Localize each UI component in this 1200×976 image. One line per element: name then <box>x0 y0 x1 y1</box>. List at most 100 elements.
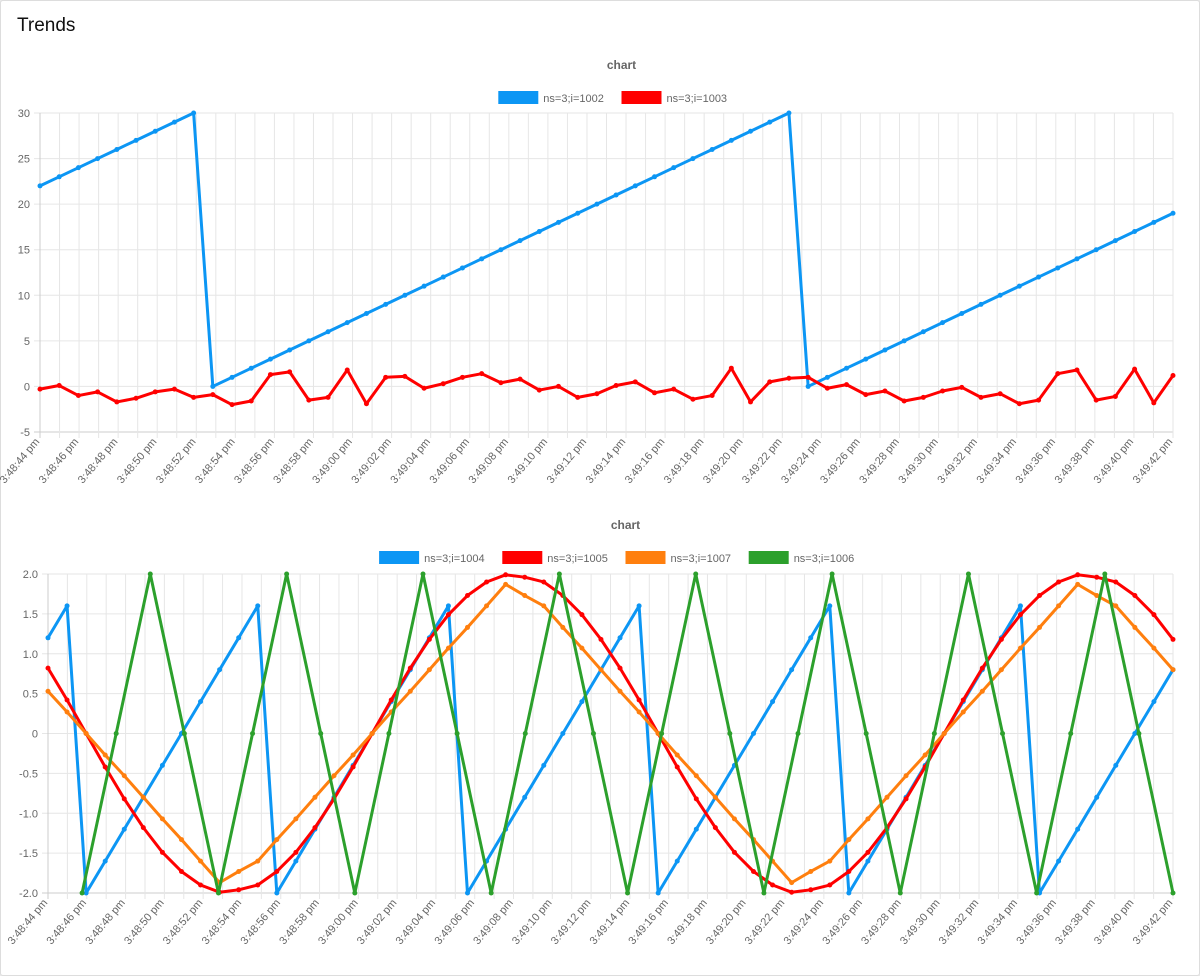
data-point <box>140 794 146 800</box>
data-point <box>1113 762 1119 768</box>
data-point <box>897 890 903 896</box>
data-point <box>709 393 715 399</box>
data-point <box>479 371 485 377</box>
data-point <box>284 571 290 577</box>
legend-swatch <box>498 91 539 104</box>
data-point <box>1170 636 1176 642</box>
data-point <box>998 667 1004 673</box>
data-point <box>808 635 814 641</box>
data-point <box>102 764 108 770</box>
data-point <box>56 174 62 180</box>
data-point <box>488 890 494 896</box>
data-point <box>1113 579 1119 585</box>
y-tick-label: -1.0 <box>19 808 38 820</box>
data-point <box>464 624 470 630</box>
data-point <box>940 320 946 326</box>
data-point <box>998 636 1004 642</box>
data-point <box>484 579 490 585</box>
data-point <box>659 731 665 736</box>
y-tick-label: -1.5 <box>19 848 38 860</box>
data-point <box>121 773 127 779</box>
data-point <box>1074 367 1080 373</box>
data-point <box>325 394 331 400</box>
data-point <box>863 731 869 736</box>
data-point <box>178 837 184 843</box>
y-tick-label: 0.5 <box>23 689 38 701</box>
data-point <box>671 386 677 392</box>
data-point <box>95 156 101 162</box>
chart-legend: ns=3;i=1004 ns=3;i=1005 ns=3;i=1007 ns=3;i=… <box>379 551 854 565</box>
data-point <box>426 667 432 673</box>
data-point <box>421 385 427 391</box>
y-tick-label: 25 <box>18 154 30 166</box>
data-point <box>236 635 242 641</box>
data-point <box>556 571 562 577</box>
data-point <box>824 374 830 380</box>
data-point <box>761 890 767 896</box>
data-point <box>79 890 85 896</box>
data-point <box>267 372 273 378</box>
data-point <box>1036 274 1042 280</box>
data-point <box>133 395 139 401</box>
data-point <box>693 773 699 779</box>
y-tick-label: -0.5 <box>19 768 38 780</box>
data-point <box>426 636 432 642</box>
data-point <box>517 238 523 244</box>
data-point <box>64 603 70 609</box>
data-point <box>555 383 561 389</box>
data-point <box>941 731 947 736</box>
data-point <box>522 731 528 736</box>
data-point <box>940 388 946 394</box>
data-point <box>652 174 658 180</box>
data-point <box>64 697 70 703</box>
data-point <box>674 764 680 770</box>
legend-label: ns=3;i=1002 <box>543 93 604 105</box>
data-point <box>420 571 426 577</box>
data-point <box>517 376 523 382</box>
data-point <box>1170 890 1176 896</box>
data-point <box>210 392 216 398</box>
data-point <box>767 379 773 385</box>
data-point <box>770 882 776 888</box>
data-point <box>1151 400 1157 406</box>
data-point <box>655 890 661 896</box>
data-point <box>541 579 547 585</box>
y-tick-label: 5 <box>24 336 30 348</box>
data-point <box>652 390 658 396</box>
y-tick-label: 30 <box>18 108 30 120</box>
data-point <box>114 399 120 405</box>
data-point <box>1017 603 1023 609</box>
data-point <box>617 635 623 641</box>
data-point <box>579 645 585 651</box>
legend-swatch <box>625 551 666 564</box>
data-point <box>229 374 235 380</box>
data-point <box>979 688 985 694</box>
data-point <box>464 890 470 896</box>
series-ns=3;i=1006 <box>79 571 1176 896</box>
data-point <box>728 137 734 143</box>
data-point <box>312 825 318 831</box>
data-point <box>407 688 413 694</box>
series-line <box>46 573 1175 894</box>
data-point <box>594 201 600 207</box>
data-point <box>75 393 81 399</box>
data-point <box>805 374 811 380</box>
data-point <box>459 265 465 271</box>
data-point <box>808 887 814 893</box>
data-point <box>884 794 890 800</box>
data-point <box>731 816 737 822</box>
data-point <box>191 394 197 400</box>
data-point <box>147 571 153 577</box>
chart-legend: ns=3;i=1002 ns=3;i=1003 <box>498 91 727 105</box>
data-point <box>1037 624 1043 630</box>
data-point <box>598 636 604 642</box>
data-point <box>45 665 51 671</box>
data-point <box>83 890 89 896</box>
data-point <box>198 858 204 864</box>
data-point <box>536 228 542 234</box>
data-point <box>210 383 216 389</box>
legend-swatch <box>621 91 662 104</box>
data-point <box>255 603 261 609</box>
data-point <box>267 356 273 362</box>
data-point <box>1036 397 1042 403</box>
